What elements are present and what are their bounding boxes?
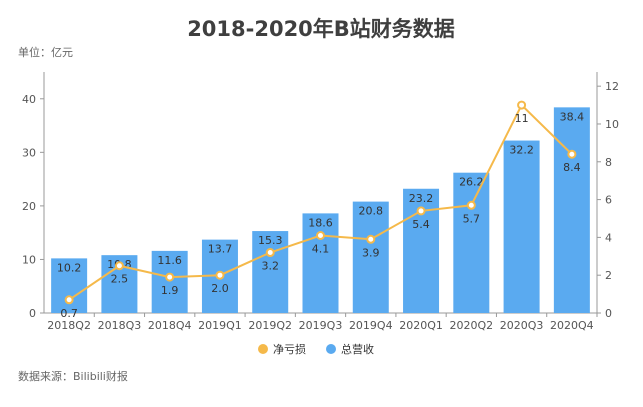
x-tick-label: 2019Q3 [299, 319, 343, 332]
net-loss-value-label: 11 [515, 112, 529, 125]
left-tick-label: 40 [22, 93, 36, 106]
legend-label: 净亏损 [273, 342, 306, 356]
left-tick-label: 20 [22, 200, 36, 213]
revenue-value-label: 15.3 [258, 234, 283, 247]
revenue-bar [352, 201, 389, 313]
x-tick-label: 2018Q4 [148, 319, 192, 332]
right-tick-label: 10 [605, 118, 619, 131]
source-note: 数据来源：Bilibili财报 [18, 369, 128, 383]
revenue-bar [553, 107, 590, 313]
net-loss-point [517, 100, 527, 110]
net-loss-point [165, 272, 175, 282]
x-tick-label: 2020Q2 [449, 319, 493, 332]
bar-series: 10.210.811.613.715.318.620.823.226.232.2… [51, 107, 590, 313]
net-loss-value-label: 8.4 [563, 161, 581, 174]
legend-label: 总营收 [341, 342, 374, 356]
net-loss-point [215, 270, 225, 280]
revenue-value-label: 13.7 [208, 243, 233, 256]
revenue-bar [252, 231, 289, 313]
left-tick-label: 30 [22, 146, 36, 159]
x-tick-label: 2020Q4 [550, 319, 594, 332]
net-loss-point [466, 200, 476, 210]
revenue-value-label: 18.6 [308, 216, 333, 229]
net-loss-value-label: 5.7 [463, 212, 481, 225]
net-loss-value-label: 3.9 [362, 246, 380, 259]
x-tick-label: 2019Q4 [349, 319, 393, 332]
revenue-value-label: 26.2 [459, 176, 484, 189]
net-loss-value-label: 3.2 [261, 260, 279, 273]
right-tick-label: 12 [605, 80, 619, 93]
net-loss-value-label: 2.5 [111, 273, 129, 286]
revenue-bar [453, 172, 490, 313]
net-loss-value-label: 1.9 [161, 284, 179, 297]
net-loss-point [316, 231, 325, 241]
x-tick-label: 2018Q3 [98, 319, 142, 332]
net-loss-value-label: 0.7 [60, 307, 78, 320]
legend-marker [258, 344, 268, 354]
net-loss-point [64, 295, 74, 305]
unit-label: 单位：亿元 [18, 45, 73, 59]
net-loss-point [416, 206, 426, 216]
net-loss-value-label: 5.4 [412, 218, 430, 231]
net-loss-point [114, 261, 124, 271]
left-tick-label: 10 [22, 253, 36, 266]
revenue-bar [151, 250, 188, 313]
revenue-value-label: 38.4 [560, 110, 585, 123]
right-tick-label: 8 [605, 156, 612, 169]
revenue-value-label: 32.2 [509, 144, 534, 157]
net-loss-point [567, 149, 577, 159]
line-series: 0.7 2.5 1.9 2.0 3.2 4.1 3.9 5.4 5.7 11 8.4 [60, 100, 581, 320]
right-tick-label: 0 [605, 307, 612, 320]
right-tick-label: 2 [605, 269, 612, 282]
revenue-value-label: 10.2 [57, 261, 82, 274]
revenue-value-label: 20.8 [359, 205, 384, 218]
net-loss-value-label: 4.1 [312, 243, 330, 256]
revenue-bar [302, 213, 339, 313]
x-tick-label: 2019Q1 [198, 319, 242, 332]
x-tick-label: 2019Q2 [248, 319, 292, 332]
revenue-bar [503, 140, 540, 313]
chart-title: 2018-2020年B站财务数据 [187, 17, 455, 41]
net-loss-value-label: 2.0 [211, 282, 229, 295]
net-loss-point [366, 234, 376, 244]
axes: 0 10 20 30 40 0 2 4 6 8 10 12 2018Q2 2018Q3 2018Q4 2019… [22, 72, 619, 332]
legend: 净亏损 总营收 [258, 342, 374, 356]
right-tick-label: 4 [605, 231, 612, 244]
x-tick-label: 2020Q1 [399, 319, 443, 332]
right-tick-label: 6 [605, 194, 612, 207]
legend-marker [326, 344, 336, 354]
revenue-value-label: 11.6 [157, 254, 182, 267]
x-tick-label: 2018Q2 [47, 319, 91, 332]
left-tick-label: 0 [29, 307, 36, 320]
net-loss-point [265, 248, 275, 258]
revenue-value-label: 23.2 [409, 192, 434, 205]
x-tick-label: 2020Q3 [500, 319, 544, 332]
